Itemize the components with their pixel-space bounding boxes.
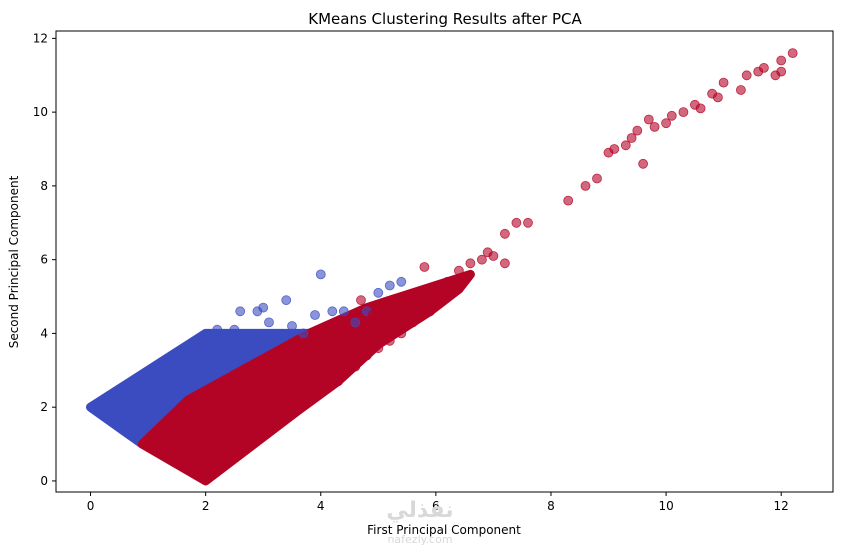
cluster-1-point bbox=[603, 147, 614, 158]
cluster-1-point bbox=[620, 140, 631, 151]
cluster-1-point bbox=[718, 77, 729, 88]
cluster-1-point bbox=[736, 85, 746, 95]
y-axis-label: Second Principal Component bbox=[7, 175, 21, 348]
cluster-1-point bbox=[407, 291, 418, 302]
x-tick-label: 6 bbox=[432, 499, 440, 513]
cluster-0-point bbox=[281, 295, 292, 306]
x-tick-label: 4 bbox=[317, 499, 325, 513]
cluster-1-point bbox=[666, 110, 677, 121]
cluster-0-point bbox=[327, 306, 338, 317]
cluster-1-point bbox=[476, 254, 487, 265]
cluster-0-point bbox=[298, 328, 309, 339]
cluster-0-point bbox=[310, 310, 320, 320]
x-tick-label: 10 bbox=[658, 499, 673, 513]
cluster-1-point bbox=[563, 195, 574, 206]
cluster-1-point bbox=[465, 258, 476, 269]
cluster-1-point bbox=[338, 369, 349, 379]
cluster-1-point bbox=[361, 350, 372, 361]
x-tick-label: 2 bbox=[202, 499, 210, 513]
watermark-sub: nafezly.com bbox=[387, 533, 452, 546]
plot-frame bbox=[55, 30, 834, 493]
cluster-1-point bbox=[333, 376, 343, 387]
cluster-1-point bbox=[580, 180, 591, 191]
cluster-0-point bbox=[229, 324, 240, 335]
y-tick-label: 8 bbox=[40, 179, 48, 193]
cluster-1-point bbox=[407, 317, 418, 328]
watermark: نفذلي nafezly.com bbox=[386, 498, 453, 546]
cluster-1-point bbox=[488, 251, 499, 261]
y-tick-label: 10 bbox=[33, 105, 48, 119]
plot-area bbox=[86, 48, 798, 486]
cluster-1-point bbox=[356, 295, 366, 306]
cluster-1-point bbox=[753, 66, 764, 77]
y-tick-label: 12 bbox=[33, 31, 48, 45]
cluster-1-point bbox=[453, 265, 464, 276]
cluster-1-point bbox=[430, 287, 441, 298]
cluster-1-dense-region bbox=[137, 269, 475, 486]
cluster-1-point bbox=[350, 361, 361, 372]
cluster-1-point bbox=[649, 122, 660, 132]
cluster-1-point bbox=[390, 302, 401, 313]
y-axis: 0 2 4 6 8 10 12 bbox=[33, 31, 56, 488]
cluster-0-point bbox=[252, 306, 263, 317]
cluster-0-point bbox=[315, 269, 326, 280]
cluster-1-point bbox=[787, 48, 798, 58]
cluster-1-point bbox=[384, 335, 395, 346]
cluster-1-point bbox=[776, 55, 787, 66]
cluster-1-point bbox=[499, 258, 510, 269]
cluster-0-point bbox=[287, 321, 297, 331]
cluster-0-point bbox=[373, 287, 384, 298]
cluster-0-point bbox=[338, 306, 349, 317]
cluster-1-point bbox=[373, 343, 384, 354]
cluster-1-point bbox=[776, 66, 787, 77]
cluster-1-point bbox=[367, 310, 378, 320]
cluster-1-point bbox=[638, 158, 648, 169]
cluster-1-point bbox=[741, 70, 752, 81]
y-tick-label: 2 bbox=[40, 400, 48, 414]
watermark-main: نفذلي bbox=[386, 498, 453, 523]
y-tick-label: 0 bbox=[40, 474, 48, 488]
cluster-1-point bbox=[678, 107, 689, 117]
cluster-1-point bbox=[425, 306, 436, 317]
x-tick-label: 12 bbox=[774, 499, 789, 513]
cluster-1-point bbox=[643, 114, 654, 125]
cluster-1-point bbox=[523, 217, 533, 228]
cluster-0-point bbox=[212, 324, 223, 335]
cluster-1-point bbox=[442, 276, 453, 287]
cluster-1-point bbox=[499, 228, 510, 239]
cluster-1-point bbox=[592, 173, 602, 184]
cluster-1-point bbox=[661, 118, 671, 129]
x-tick-label: 8 bbox=[547, 499, 555, 513]
y-tick-label: 4 bbox=[40, 326, 48, 340]
cluster-0-point bbox=[350, 317, 361, 328]
cluster-1-point bbox=[396, 328, 407, 339]
cluster-1-point bbox=[419, 262, 430, 272]
cluster-0-point bbox=[235, 306, 246, 317]
cluster-1-point bbox=[632, 125, 643, 136]
x-tick-label: 0 bbox=[87, 499, 95, 513]
cluster-0-point bbox=[384, 280, 395, 291]
chart-title: KMeans Clustering Results after PCA bbox=[308, 10, 582, 28]
x-axis-label: First Principal Component bbox=[367, 523, 521, 537]
cluster-0-point bbox=[264, 317, 274, 328]
cluster-1-point bbox=[511, 217, 522, 228]
x-axis: 0 2 4 6 8 10 12 bbox=[87, 492, 789, 513]
cluster-1-point bbox=[695, 103, 706, 114]
cluster-1-point bbox=[626, 133, 637, 143]
cluster-0-point bbox=[396, 276, 407, 287]
y-tick-label: 6 bbox=[40, 253, 48, 267]
cluster-1-point bbox=[713, 92, 723, 103]
